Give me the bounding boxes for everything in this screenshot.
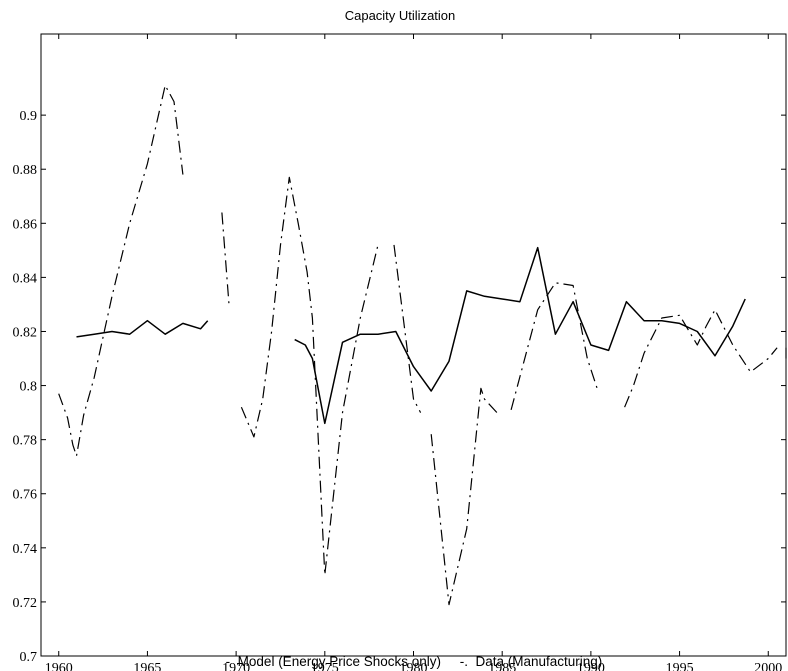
series-line-segment xyxy=(240,176,379,576)
x-tick-label: 1980 xyxy=(400,661,428,671)
y-axis: 0.7 0.72 0.74 0.76 0.78 0.8 0.82 0.84 0.86 0.88 0.… xyxy=(13,109,786,665)
legend: - Model (Energy Price Shocks only) -. Da… xyxy=(226,654,603,669)
y-tick-label: 0.86 xyxy=(13,217,38,232)
series-line-segment xyxy=(221,212,230,305)
x-tick-label: 1965 xyxy=(133,661,161,671)
y-tick-label: 0.84 xyxy=(13,271,38,286)
series-model xyxy=(76,246,746,425)
series-line-segment xyxy=(294,246,746,425)
x-tick-label: 1990 xyxy=(577,661,605,671)
chart-title: Capacity Utilization xyxy=(345,8,456,23)
y-tick-label: 0.8 xyxy=(20,380,38,395)
series-line-segment xyxy=(624,309,778,408)
x-tick-label: 1970 xyxy=(222,661,250,671)
series-layer xyxy=(58,84,787,606)
y-tick-label: 0.76 xyxy=(13,488,38,503)
series-line-segment xyxy=(510,282,599,411)
y-tick-label: 0.9 xyxy=(20,109,38,124)
series-line-segment xyxy=(430,387,498,606)
y-tick-label: 0.72 xyxy=(13,596,38,611)
series-line-segment xyxy=(76,319,209,338)
series-data xyxy=(58,84,787,606)
x-tick-label: 2000 xyxy=(754,661,782,671)
x-tick-label: 1985 xyxy=(488,661,516,671)
series-line-segment xyxy=(393,244,422,413)
series-line-segment xyxy=(58,84,184,457)
y-tick-label: 0.7 xyxy=(20,650,38,665)
y-tick-label: 0.88 xyxy=(13,163,38,178)
x-tick-label: 1960 xyxy=(45,661,73,671)
x-tick-label: 1995 xyxy=(666,661,694,671)
plot-frame xyxy=(40,33,787,657)
x-tick-label: 1975 xyxy=(311,661,339,671)
y-tick-label: 0.78 xyxy=(13,434,38,449)
x-axis: 1960 1965 1970 1975 1980 1985 1990 1995 2000 xyxy=(45,34,782,671)
y-tick-label: 0.74 xyxy=(13,542,38,557)
y-tick-label: 0.82 xyxy=(13,325,38,340)
